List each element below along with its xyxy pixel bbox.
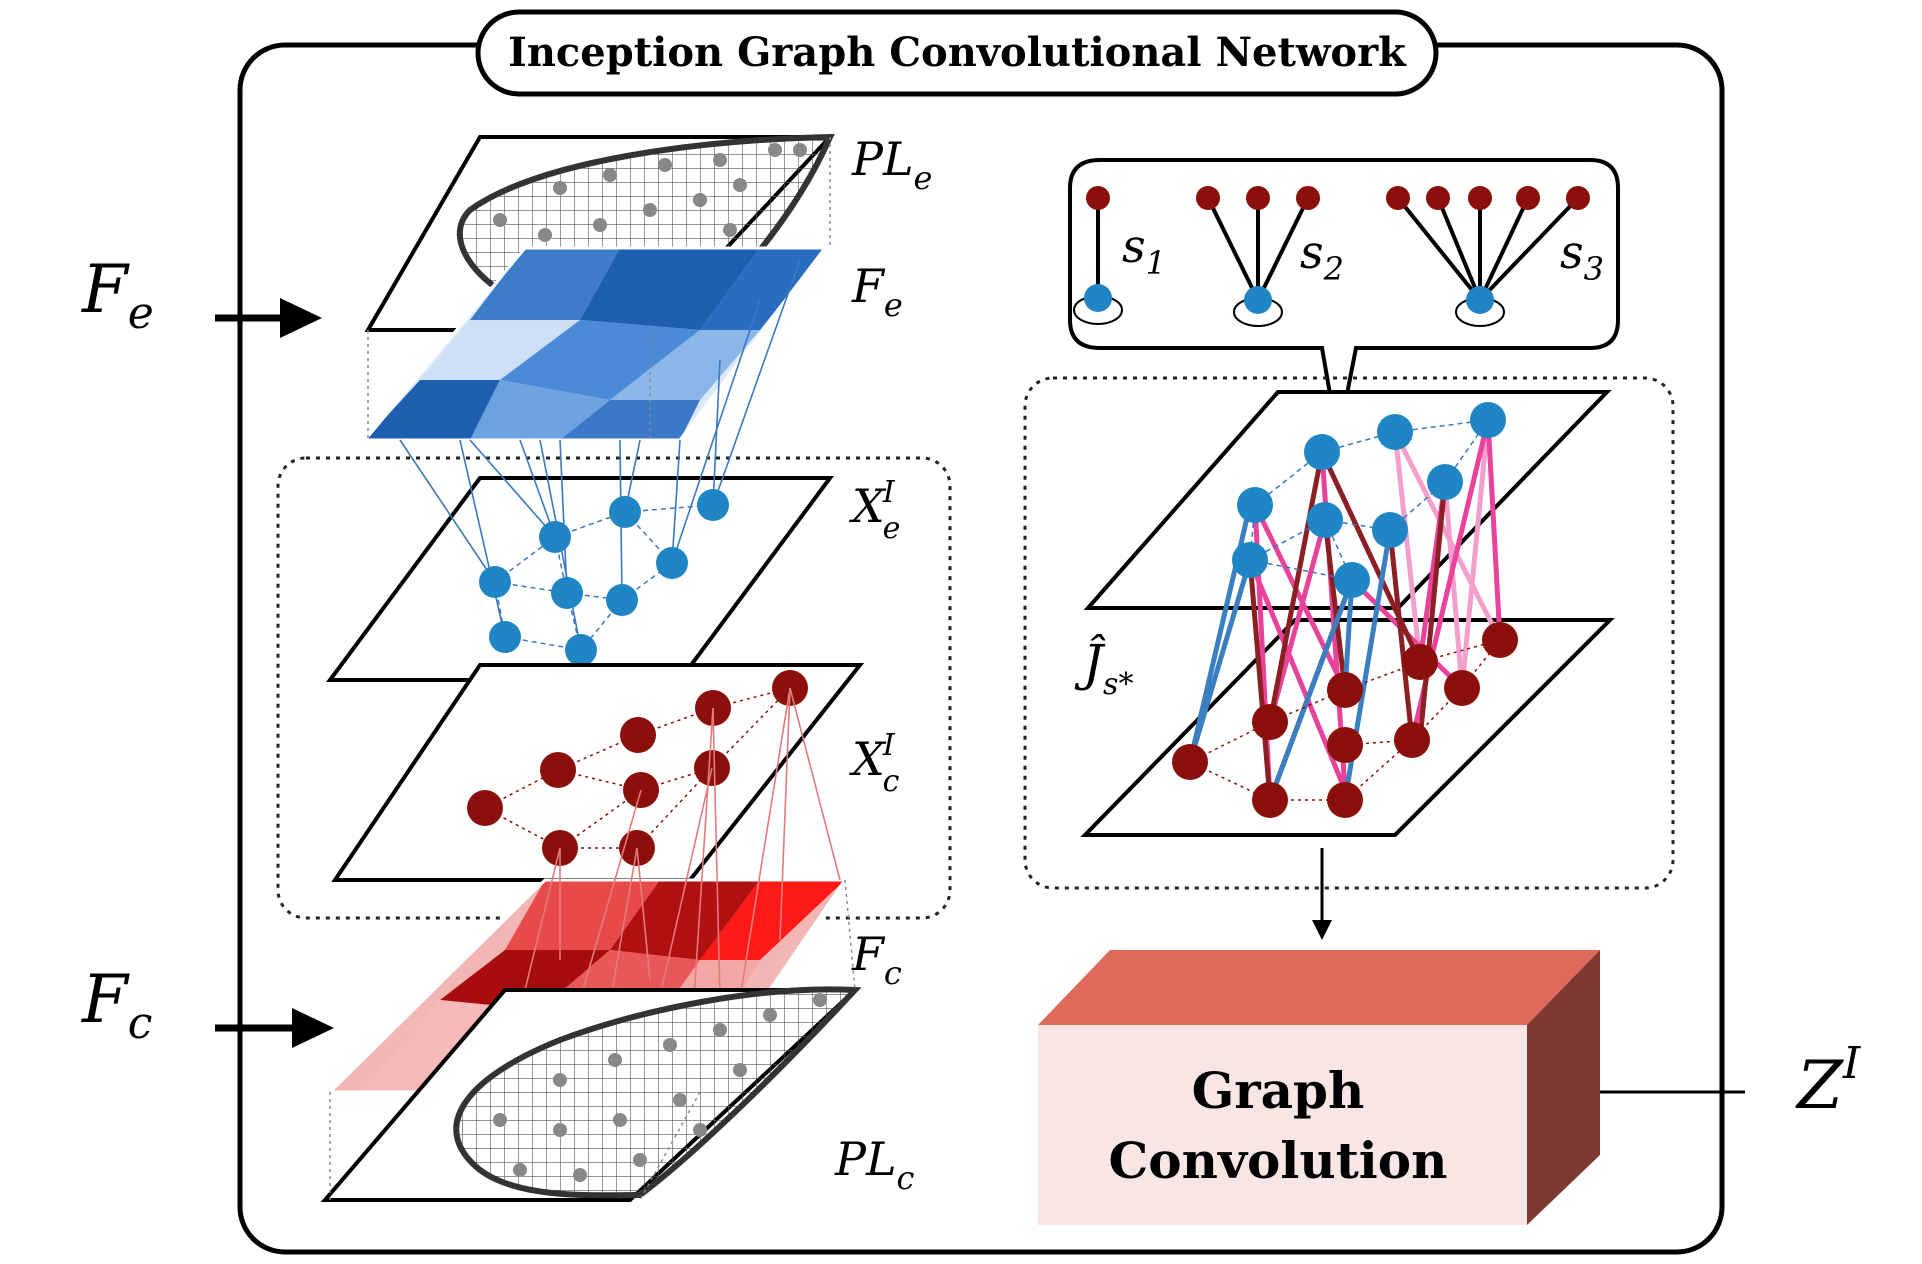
arrow-down-icon: [1312, 920, 1332, 940]
title-box: Inception Graph Convolutional Network: [475, 9, 1439, 97]
jhat-blue-node: [1304, 434, 1340, 470]
label-fe: Fe: [851, 259, 903, 324]
jhat-group-box: [1023, 376, 1675, 890]
stencil-s3: s3: [1386, 186, 1604, 327]
arrow-right-icon: [292, 1008, 334, 1048]
stencil-callout: s1 s2: [1068, 158, 1620, 441]
jhat-blue-node: [1427, 464, 1463, 500]
input-fc: Fc: [81, 961, 334, 1049]
svg-text:s1: s1: [1122, 219, 1166, 282]
box-line2: Convolution: [1108, 1131, 1447, 1190]
xe-node: [489, 621, 521, 653]
label-xe: XI e: [849, 475, 900, 546]
jhat-red-node: [1402, 644, 1438, 680]
xe-node: [606, 584, 638, 616]
jhat-red-node: [1327, 782, 1363, 818]
jhat-blue-node: [1334, 562, 1370, 598]
xe-node: [609, 496, 641, 528]
x-group-box: [276, 456, 952, 920]
xc-node: [540, 752, 576, 788]
jhat-bottom-graph: [1172, 622, 1518, 818]
jhat-red-node: [1394, 722, 1430, 758]
jhat-blue-node: [1470, 402, 1506, 438]
jhat-blue-node: [1232, 542, 1268, 578]
title-text: Inception Graph Convolutional Network: [508, 29, 1407, 76]
jhat-red-node: [1327, 672, 1363, 708]
arrow-right-icon: [280, 298, 322, 338]
xe-node: [539, 521, 571, 553]
jhat-red-node: [1172, 744, 1208, 780]
jhat-red-node: [1482, 622, 1518, 658]
output-label: ZI: [1795, 1038, 1862, 1124]
label-xc: XI c: [849, 728, 900, 799]
jhat-blue-node: [1307, 502, 1343, 538]
xe-node: [565, 634, 597, 666]
xe-node: [697, 489, 729, 521]
label-fc: Fc: [851, 927, 902, 992]
jhat-red-node: [1327, 727, 1363, 763]
left-top-projections: [367, 137, 831, 440]
jhat-top-graph: [1232, 402, 1506, 598]
xc-node: [467, 790, 503, 826]
jhat-red-node: [1444, 670, 1480, 706]
stencil-s1: s1: [1073, 186, 1166, 325]
jhat-blue-node: [1372, 512, 1408, 548]
label-ple: PLe: [851, 132, 932, 197]
xc-node: [620, 717, 656, 753]
input-fe: Fe: [81, 251, 322, 339]
jhat-blue-node: [1377, 414, 1413, 450]
label-plc: PLc: [834, 1132, 915, 1197]
plc-points: [493, 993, 827, 1182]
svg-text:s3: s3: [1560, 225, 1604, 288]
left-stack: PLe Fe XI e XI c Fc PLc: [276, 132, 952, 1202]
stencil-s2: s2: [1196, 186, 1344, 327]
xe-node: [656, 547, 688, 579]
label-jhat: Ĵs*: [1074, 633, 1133, 702]
input-fe-label: Fe: [81, 251, 154, 339]
xe-node: [551, 577, 583, 609]
jhat-blue-node: [1237, 487, 1273, 523]
jhat-red-node: [1252, 782, 1288, 818]
plc-plane: [320, 986, 862, 1202]
xe-node: [479, 566, 511, 598]
graph-convolution-block: Graph Convolution: [1038, 950, 1600, 1225]
box-line1: Graph: [1192, 1061, 1365, 1120]
left-bottom-projections: [329, 879, 856, 1201]
plc-domain: [453, 986, 862, 1199]
jhat-red-node: [1252, 704, 1288, 740]
input-fc-label: Fc: [81, 961, 152, 1049]
xe-graph: [479, 489, 729, 666]
svg-text:s2: s2: [1300, 225, 1344, 288]
